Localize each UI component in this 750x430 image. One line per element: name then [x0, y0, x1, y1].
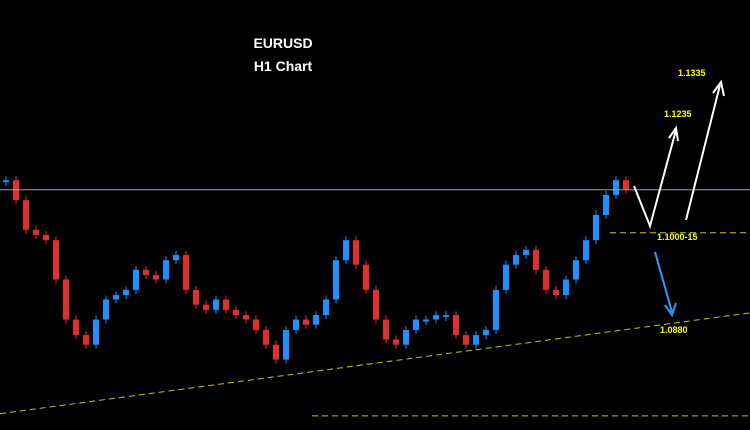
annotation: 1.1335 — [678, 68, 706, 78]
up-arrow — [633, 129, 677, 230]
up-arrow — [685, 84, 721, 221]
arrows — [633, 79, 725, 318]
annotation: 1.1235 — [664, 109, 692, 119]
chart-title: EURUSD — [253, 35, 312, 51]
trendline — [0, 312, 750, 415]
arrow-head — [664, 302, 677, 318]
chart-subtitle: H1 Chart — [254, 58, 313, 74]
annotation: 1.0880 — [660, 325, 688, 335]
down-arrow — [654, 251, 673, 313]
arrow-head — [668, 125, 679, 142]
annotation: 1.1000-15 — [657, 232, 698, 242]
arrow-head — [712, 79, 725, 97]
